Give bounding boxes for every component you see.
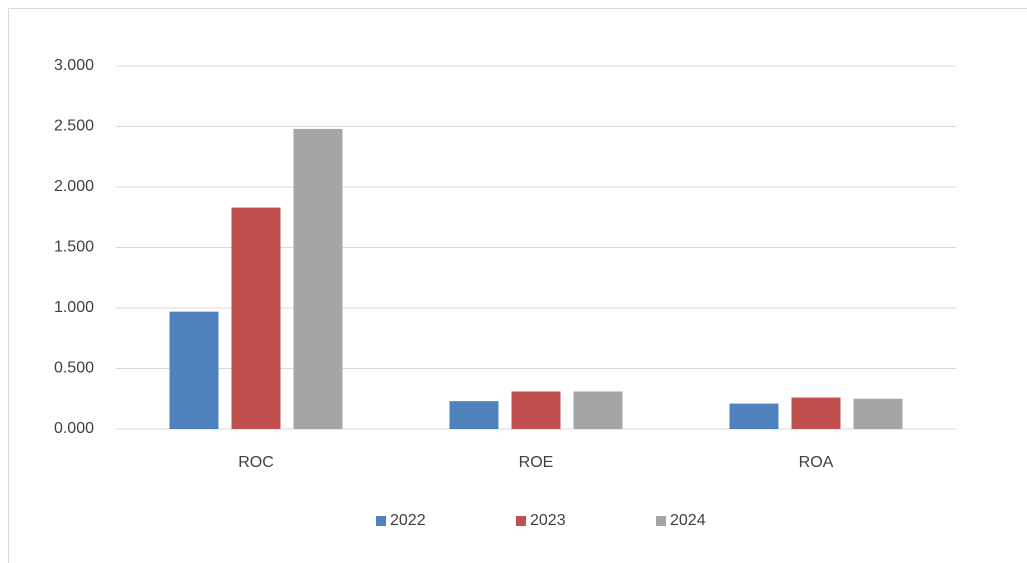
legend-label: 2022 [390, 512, 426, 529]
legend-swatch [656, 516, 666, 526]
x-tick-label: ROE [519, 454, 554, 471]
x-tick-label: ROA [799, 454, 834, 471]
legend-swatch [516, 516, 526, 526]
bar [853, 398, 903, 429]
bar [729, 403, 779, 429]
y-tick-label: 0.500 [54, 360, 94, 377]
y-tick-label: 0.000 [54, 420, 94, 437]
y-tick-label: 1.000 [54, 299, 94, 316]
bar [231, 207, 281, 429]
legend-label: 2024 [670, 512, 706, 529]
bar [449, 401, 499, 429]
bar [511, 391, 561, 429]
legend-label: 2023 [530, 512, 566, 529]
bar [791, 397, 841, 429]
bar [573, 391, 623, 429]
bar [293, 128, 343, 430]
legend-swatch [376, 516, 386, 526]
x-tick-label: ROC [238, 454, 274, 471]
y-tick-label: 3.000 [54, 57, 94, 74]
y-tick-label: 1.500 [54, 239, 94, 256]
y-tick-label: 2.000 [54, 178, 94, 195]
y-tick-label: 2.500 [54, 118, 94, 135]
bar [169, 311, 219, 429]
